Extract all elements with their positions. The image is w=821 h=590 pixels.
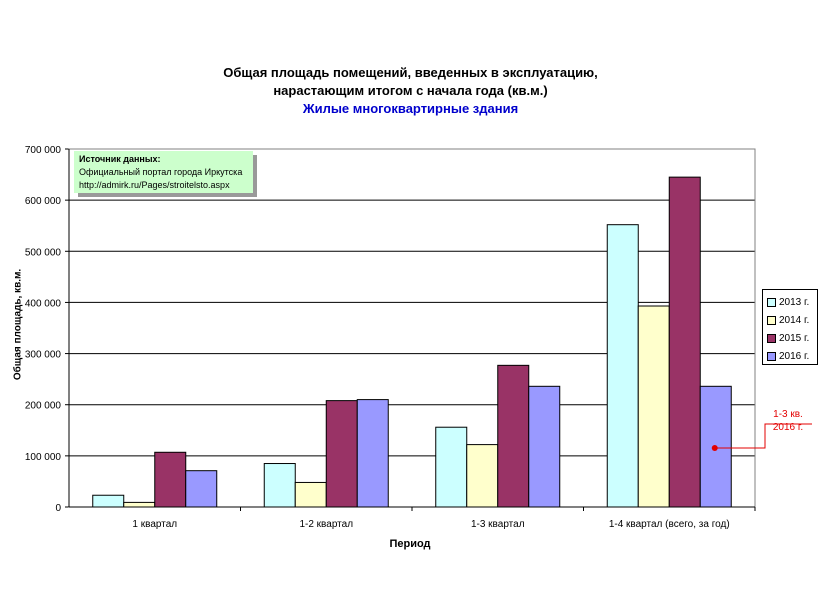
bar [699,385,732,508]
chart-subtitle: Жилые многоквартирные здания [302,101,519,116]
bar [637,305,670,508]
source-line-2: http://admirk.ru/Pages/stroitelsto.aspx [79,180,230,190]
x-axis-label: Период [389,538,431,550]
y-tick-label: 100 000 [25,452,62,463]
legend-label-2015: 2015 г. [779,332,810,344]
legend-swatch-2015 [767,333,776,343]
bar [185,470,218,508]
bar [668,176,701,508]
bar [92,494,125,508]
legend-label-2016: 2016 г. [779,350,810,362]
source-note: Источник данных: Официальный портал горо… [74,151,253,193]
bar [263,463,296,508]
bar [466,444,499,508]
bar [123,501,156,508]
y-tick-label: 500 000 [25,247,62,258]
bar [435,426,468,508]
bar [154,451,187,508]
legend-item-2015: 2015 г. [767,329,817,347]
bar [325,400,358,508]
title-line-2: нарастающим итогом с начала года (кв.м.) [273,83,548,98]
y-tick-label: 400 000 [25,298,62,309]
legend-label-2014: 2014 г. [779,314,810,326]
legend-swatch-2013 [767,297,776,307]
x-tick-label: 1-3 квартал [471,519,525,530]
bar [528,385,561,508]
y-tick-label: 700 000 [25,145,62,156]
y-tick-label: 0 [55,503,61,514]
bar [294,481,327,508]
x-tick-label: 1 квартал [132,519,177,530]
y-tick-label: 200 000 [25,401,62,412]
bar [356,399,389,508]
source-header: Источник данных: [79,154,161,164]
bar [606,224,639,508]
y-tick-label: 300 000 [25,350,62,361]
legend-item-2016: 2016 г. [767,347,817,365]
chart-title: Общая площадь помещений, введенных в экс… [0,64,821,118]
callout-line-2: 2016 г. [772,422,804,433]
y-tick-label: 600 000 [25,196,62,207]
callout-line [714,423,812,449]
source-line-1: Официальный портал города Иркутска [79,167,243,177]
legend-swatch-2014 [767,315,776,325]
callout-label: 1-3 кв. 2016 г. [760,408,816,434]
y-axis-label: Общая площадь, кв.м. [12,268,24,381]
legend-swatch-2016 [767,351,776,361]
title-line-1: Общая площадь помещений, введенных в экс… [223,65,598,80]
legend-label-2013: 2013 г. [779,296,810,308]
legend-item-2013: 2013 г. [767,293,817,311]
legend-item-2014: 2014 г. [767,311,817,329]
callout-line-1: 1-3 кв. [773,409,803,420]
x-tick-label: 1-4 квартал (всего, за год) [609,519,730,530]
legend: 2013 г. 2014 г. 2015 г. 2016 г. [762,289,818,365]
bar [497,364,530,508]
x-tick-label: 1-2 квартал [299,519,353,530]
